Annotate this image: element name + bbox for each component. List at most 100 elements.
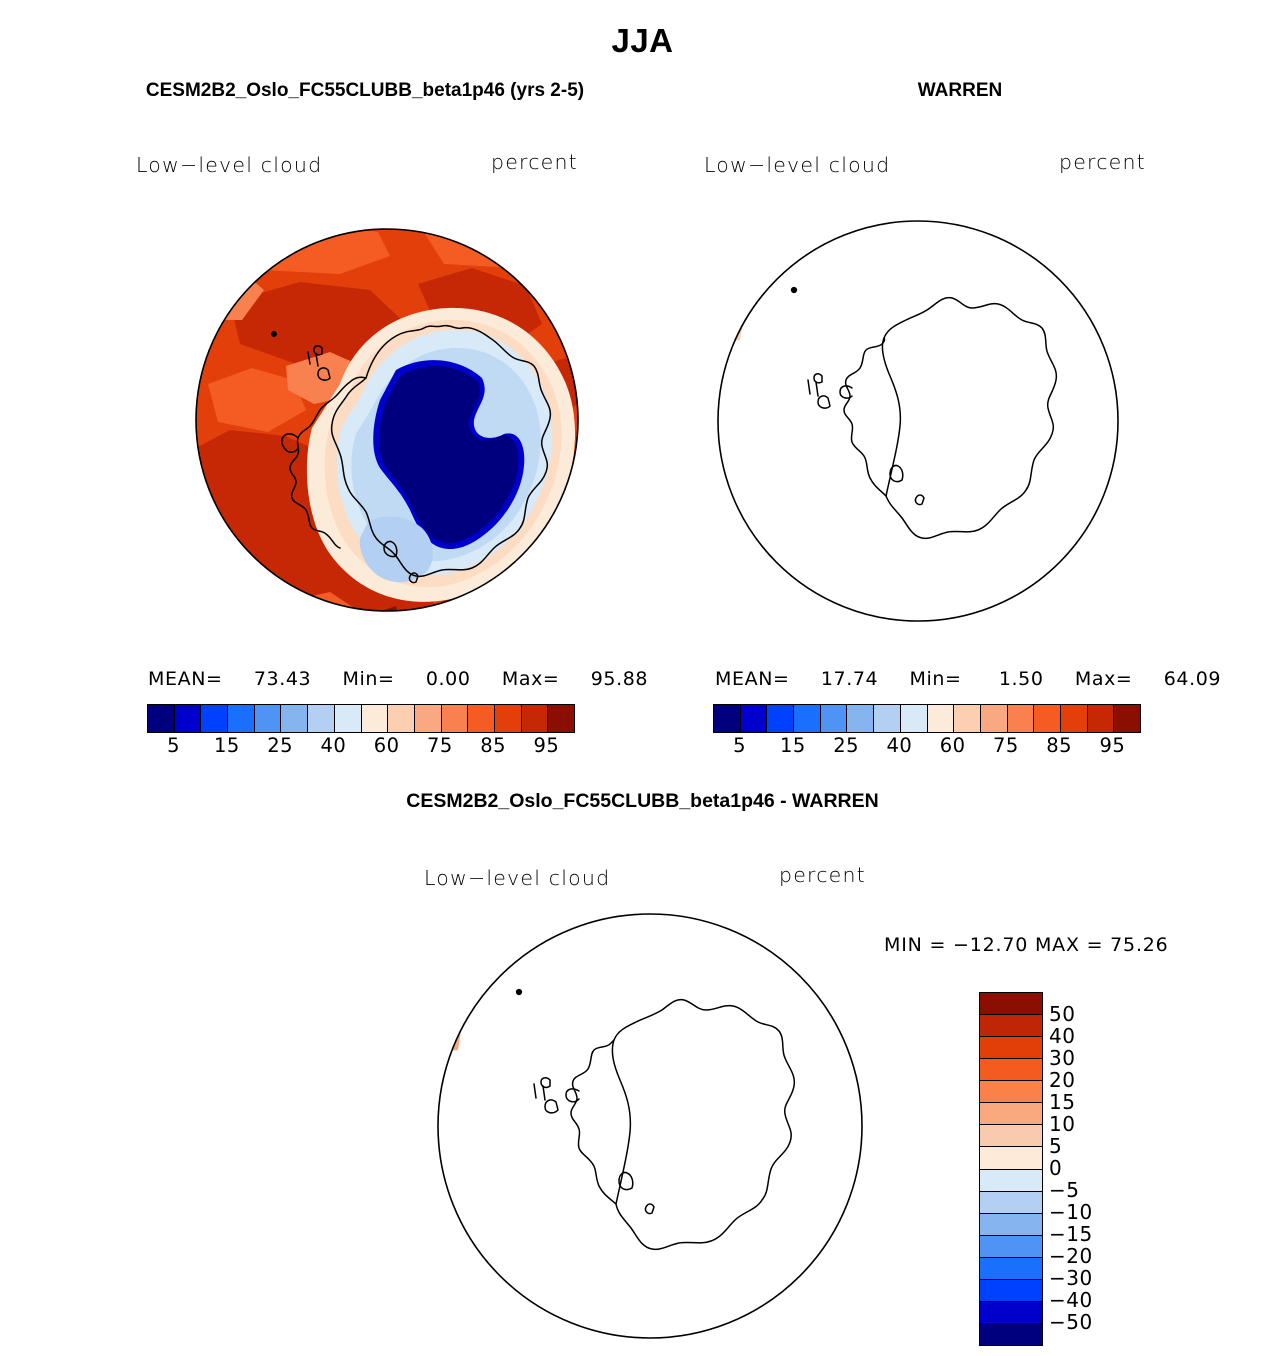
colorbar-cell — [361, 705, 389, 732]
colorbar-cell — [900, 705, 928, 732]
colorbar-tick-label: 60 — [373, 734, 400, 757]
colorbar-tick-label: 30 — [1049, 1046, 1076, 1070]
colorbar-cell — [847, 705, 875, 732]
obs-min-label: Min= — [909, 668, 962, 690]
colorbar-cell — [1007, 705, 1035, 732]
model-coastline — [271, 324, 552, 584]
colorbar-cell — [874, 705, 901, 732]
obs-field-label: Low−level cloud — [704, 153, 891, 177]
diff-map-svg — [437, 913, 863, 1339]
obs-map-svg — [717, 220, 1119, 622]
model-mean-value: 73.43 — [253, 668, 312, 690]
colorbar-tick-label: −10 — [1049, 1200, 1093, 1224]
model-max-label: Max= — [501, 668, 560, 690]
model-colorbar[interactable] — [147, 704, 575, 733]
diff-contour-fill — [438, 914, 862, 1338]
obs-coastline — [790, 286, 1058, 540]
obs-unit-label: percent — [1059, 150, 1146, 174]
colorbar-cell — [414, 705, 442, 732]
model-min-value: 0.00 — [425, 668, 471, 690]
colorbar-cell — [254, 705, 282, 732]
colorbar-cell — [281, 705, 309, 732]
colorbar-tick-label: −30 — [1049, 1266, 1093, 1290]
colorbar-tick-label: −20 — [1049, 1244, 1093, 1268]
colorbar-cell — [308, 705, 335, 732]
model-map — [190, 198, 586, 648]
diff-coastline — [515, 988, 796, 1251]
colorbar-cell — [980, 1279, 1042, 1302]
colorbar-cell — [980, 1059, 1042, 1082]
diff-map — [420, 898, 880, 1356]
model-colorbar-ticks: 5 15 25 40 60 75 85 95 — [147, 734, 573, 760]
model-stats-line: MEAN= 73.43 Min= 0.00 Max= 95.88 — [148, 668, 648, 690]
colorbar-cell — [980, 1081, 1042, 1104]
colorbar-cell — [334, 705, 362, 732]
colorbar-cell — [441, 705, 469, 732]
colorbar-cell — [980, 1015, 1042, 1038]
colorbar-cell — [980, 1257, 1042, 1280]
colorbar-cell — [980, 1323, 1042, 1345]
colorbar-cell — [740, 705, 768, 732]
colorbar-cell — [980, 1301, 1042, 1324]
season-title: JJA — [611, 22, 674, 59]
obs-min-value: 1.50 — [998, 668, 1044, 690]
colorbar-tick-label: 5 — [1049, 1134, 1063, 1158]
colorbar-tick-label: 5 — [733, 734, 747, 757]
colorbar-cell — [1114, 705, 1140, 732]
colorbar-tick-label: 40 — [320, 734, 347, 757]
colorbar-cell — [980, 1147, 1042, 1170]
colorbar-tick-label: 75 — [426, 734, 453, 757]
colorbar-tick-label: 75 — [992, 734, 1019, 757]
obs-mean-value: 17.74 — [820, 668, 879, 690]
colorbar-tick-label: 50 — [1049, 1002, 1076, 1026]
colorbar-cell — [201, 705, 229, 732]
colorbar-tick-label: 85 — [480, 734, 507, 757]
diff-minmax-label: MIN = −12.70 MAX = 75.26 — [884, 934, 1169, 956]
colorbar-cell — [794, 705, 821, 732]
colorbar-tick-label: 10 — [1049, 1112, 1076, 1136]
colorbar-cell — [174, 705, 202, 732]
colorbar-tick-label: −50 — [1049, 1310, 1093, 1334]
diff-colorbar[interactable] — [979, 992, 1043, 1346]
colorbar-cell — [980, 1103, 1042, 1126]
colorbar-cell — [980, 1125, 1042, 1148]
colorbar-tick-label: 5 — [167, 734, 181, 757]
colorbar-cell — [980, 1191, 1042, 1214]
colorbar-cell — [148, 705, 175, 732]
model-field-label: Low−level cloud — [136, 153, 323, 177]
colorbar-cell — [980, 1169, 1042, 1192]
colorbar-cell — [228, 705, 255, 732]
obs-panel-title: WARREN — [917, 80, 1003, 101]
obs-mean-label: MEAN= — [715, 668, 790, 690]
model-panel-title: CESM2B2_Oslo_FC55CLUBB_beta1p46 (yrs 2-5… — [145, 80, 585, 101]
colorbar-tick-label: 40 — [1049, 1024, 1076, 1048]
colorbar-tick-label: 25 — [267, 734, 294, 757]
diff-unit-label: percent — [779, 863, 866, 887]
colorbar-cell — [767, 705, 795, 732]
colorbar-cell — [388, 705, 415, 732]
colorbar-cell — [980, 1213, 1042, 1236]
model-mean-label: MEAN= — [148, 668, 223, 690]
colorbar-cell — [980, 705, 1008, 732]
colorbar-cell — [954, 705, 981, 732]
colorbar-tick-label: 85 — [1046, 734, 1073, 757]
obs-stats-line: MEAN= 17.74 Min= 1.50 Max= 64.09 — [715, 668, 1221, 690]
colorbar-cell — [980, 1037, 1042, 1060]
colorbar-cell — [927, 705, 955, 732]
colorbar-tick-label: 60 — [939, 734, 966, 757]
colorbar-tick-label: 15 — [1049, 1090, 1076, 1114]
colorbar-tick-label: 95 — [533, 734, 560, 757]
colorbar-tick-label: 0 — [1049, 1156, 1063, 1180]
colorbar-cell — [820, 705, 848, 732]
model-unit-label: percent — [491, 150, 578, 174]
colorbar-cell — [980, 1235, 1042, 1258]
diff-panel-title: CESM2B2_Oslo_FC55CLUBB_beta1p46 - WARREN — [406, 790, 879, 812]
colorbar-tick-label: 15 — [779, 734, 806, 757]
colorbar-cell — [494, 705, 522, 732]
obs-contour-fill — [718, 221, 1118, 621]
obs-max-value: 64.09 — [1163, 668, 1222, 690]
colorbar-cell — [714, 705, 741, 732]
colorbar-tick-label: −15 — [1049, 1222, 1093, 1246]
obs-colorbar[interactable] — [713, 704, 1141, 733]
obs-map-limb — [717, 220, 1119, 622]
